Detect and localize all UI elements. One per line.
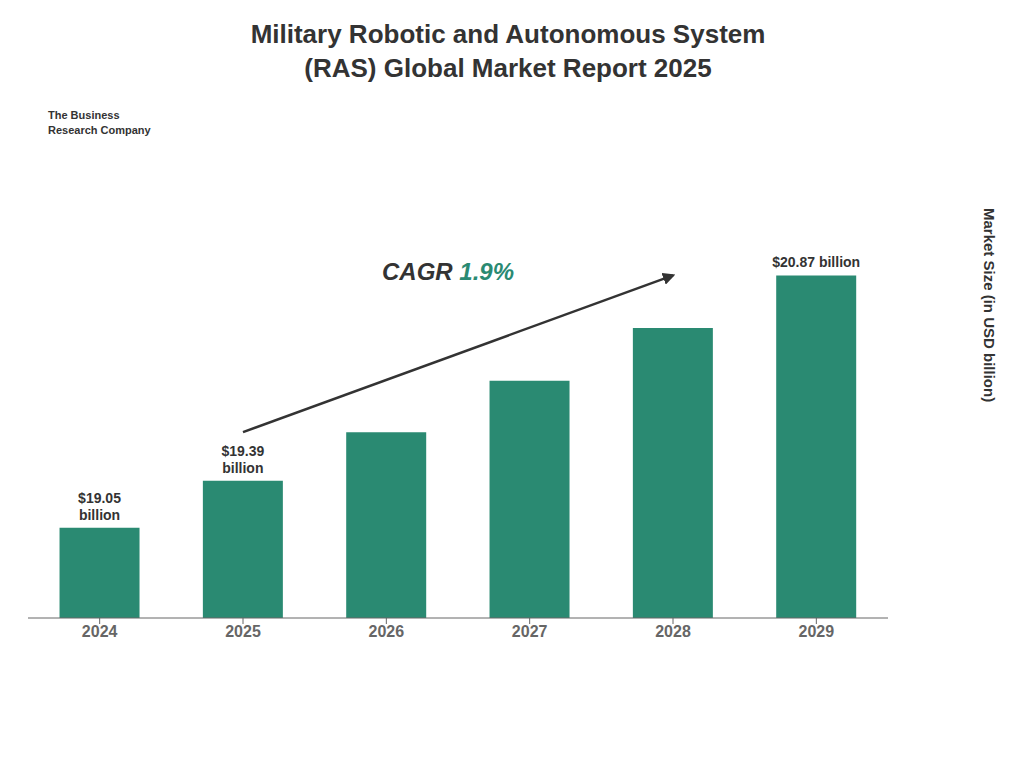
html-text:Market Size (in USD billion): Market Size (in USD billion) <box>981 208 998 403</box>
svg-text:$20.87 billion: $20.87 billion <box>772 254 860 270</box>
svg-text:2024: 2024 <box>82 623 118 640</box>
svg-text:2028: 2028 <box>655 623 691 640</box>
svg-text:2026: 2026 <box>369 623 405 640</box>
svg-text:2025: 2025 <box>225 623 261 640</box>
svg-text:2029: 2029 <box>799 623 835 640</box>
svg-text:$19.39billion: $19.39billion <box>221 443 264 476</box>
html-text:The Business Research Company: The Business Research Company <box>48 109 151 137</box>
svg-text:$19.05billion: $19.05billion <box>78 490 121 523</box>
html-text:CAGR 1.9%: CAGR 1.9% <box>382 258 514 285</box>
svg-text:2027: 2027 <box>512 623 548 640</box>
html-text:Military Robotic and Autonomou: Military Robotic and Autonomous System (… <box>250 19 766 83</box>
